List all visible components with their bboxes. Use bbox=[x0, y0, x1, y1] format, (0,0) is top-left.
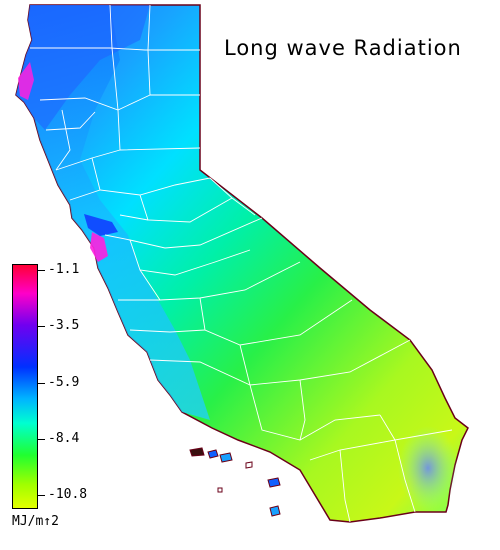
bay-area-hotspot bbox=[90, 232, 108, 262]
colorbar-tick-label: -5.9 bbox=[48, 375, 80, 390]
colorbar-tick bbox=[38, 270, 45, 271]
units-label: MJ/m↑2 bbox=[12, 514, 59, 529]
colorbar-tick bbox=[38, 326, 45, 327]
colorbar-tick bbox=[38, 439, 45, 440]
colorbar-tick-label: -8.4 bbox=[48, 431, 80, 446]
channel-islands bbox=[189, 447, 281, 517]
colorbar-tick-label: -10.8 bbox=[48, 487, 88, 502]
county-lines bbox=[30, 4, 453, 523]
coastal-band bbox=[16, 5, 210, 420]
colorbar-tick-label: -1.1 bbox=[48, 262, 80, 277]
southeast-desert-patch bbox=[398, 426, 458, 510]
colorbar-tick bbox=[38, 495, 45, 496]
north-coast-hotspot bbox=[18, 62, 34, 100]
north-region bbox=[16, 5, 150, 130]
colorbar-fill bbox=[12, 264, 38, 509]
colorbar bbox=[12, 264, 38, 509]
colorbar-tick-label: -3.5 bbox=[48, 318, 80, 333]
colorbar-tick bbox=[38, 383, 45, 384]
map-title: Long wave Radiation bbox=[224, 36, 462, 60]
bay-area-water bbox=[84, 214, 118, 236]
